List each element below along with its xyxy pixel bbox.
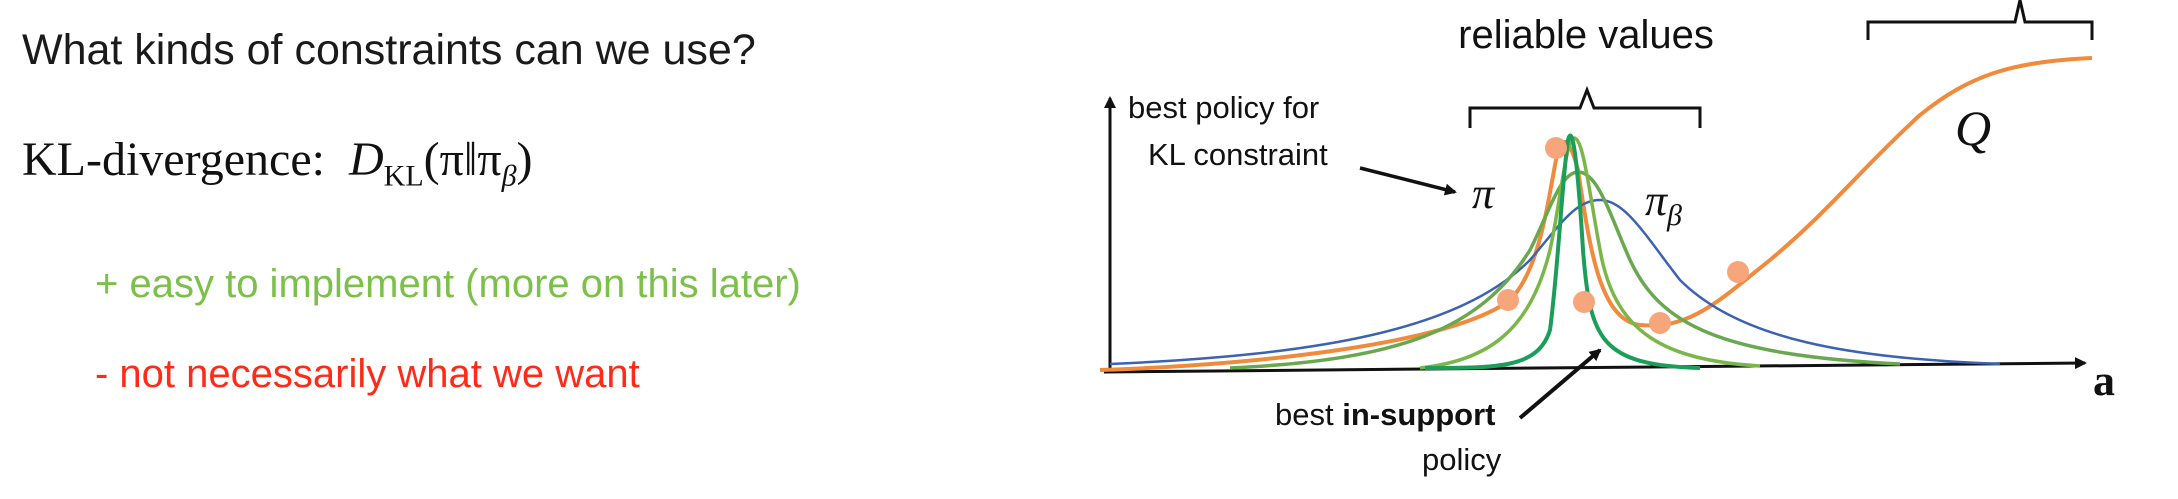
question-heading: What kinds of constraints can we use? xyxy=(22,26,756,74)
best-in-support-label-line1: best in-support xyxy=(1275,397,1495,432)
kl-label: KL-divergence: xyxy=(22,133,325,186)
kl-formula: DKL(π‖πβ) xyxy=(348,133,533,193)
con-bullet: - not necessarily what we want xyxy=(95,352,640,396)
q-sample-point xyxy=(1545,137,1567,159)
action-axis-label: a xyxy=(2093,356,2115,405)
reliable-values-brace xyxy=(1468,85,1702,128)
q-sample-point xyxy=(1497,289,1519,311)
x-axis xyxy=(1103,357,2087,374)
best-kl-policy-label-line1: best policy for xyxy=(1128,90,1319,125)
pi-beta-curve xyxy=(1109,198,2001,366)
in-support-policy-curve xyxy=(1424,133,1701,370)
best-kl-policy-label-line2: KL constraint xyxy=(1148,137,1328,172)
pro-bullet: + easy to implement (more on this later) xyxy=(95,262,801,306)
q-sample-point xyxy=(1573,291,1595,313)
q-function-curve xyxy=(1099,56,2093,372)
in-support-pointer-arrow xyxy=(1518,348,1602,420)
q-sample-point xyxy=(1727,261,1749,283)
q-sample-point xyxy=(1649,312,1671,334)
q-top-brace xyxy=(1866,0,2094,40)
kl-divergence-line: KL-divergence: DKL(π‖πβ) xyxy=(22,132,533,194)
kl-policy-pointer-arrow xyxy=(1359,166,1457,196)
reliable-values-label: reliable values xyxy=(1458,13,1714,57)
pi-beta-label: πβ xyxy=(1645,176,1682,232)
q-label: Q xyxy=(1955,100,1991,156)
kl-constrained-policy-curve xyxy=(1229,170,1901,370)
best-in-support-label-line2: policy xyxy=(1422,442,1502,477)
pi-label: π xyxy=(1472,169,1496,218)
